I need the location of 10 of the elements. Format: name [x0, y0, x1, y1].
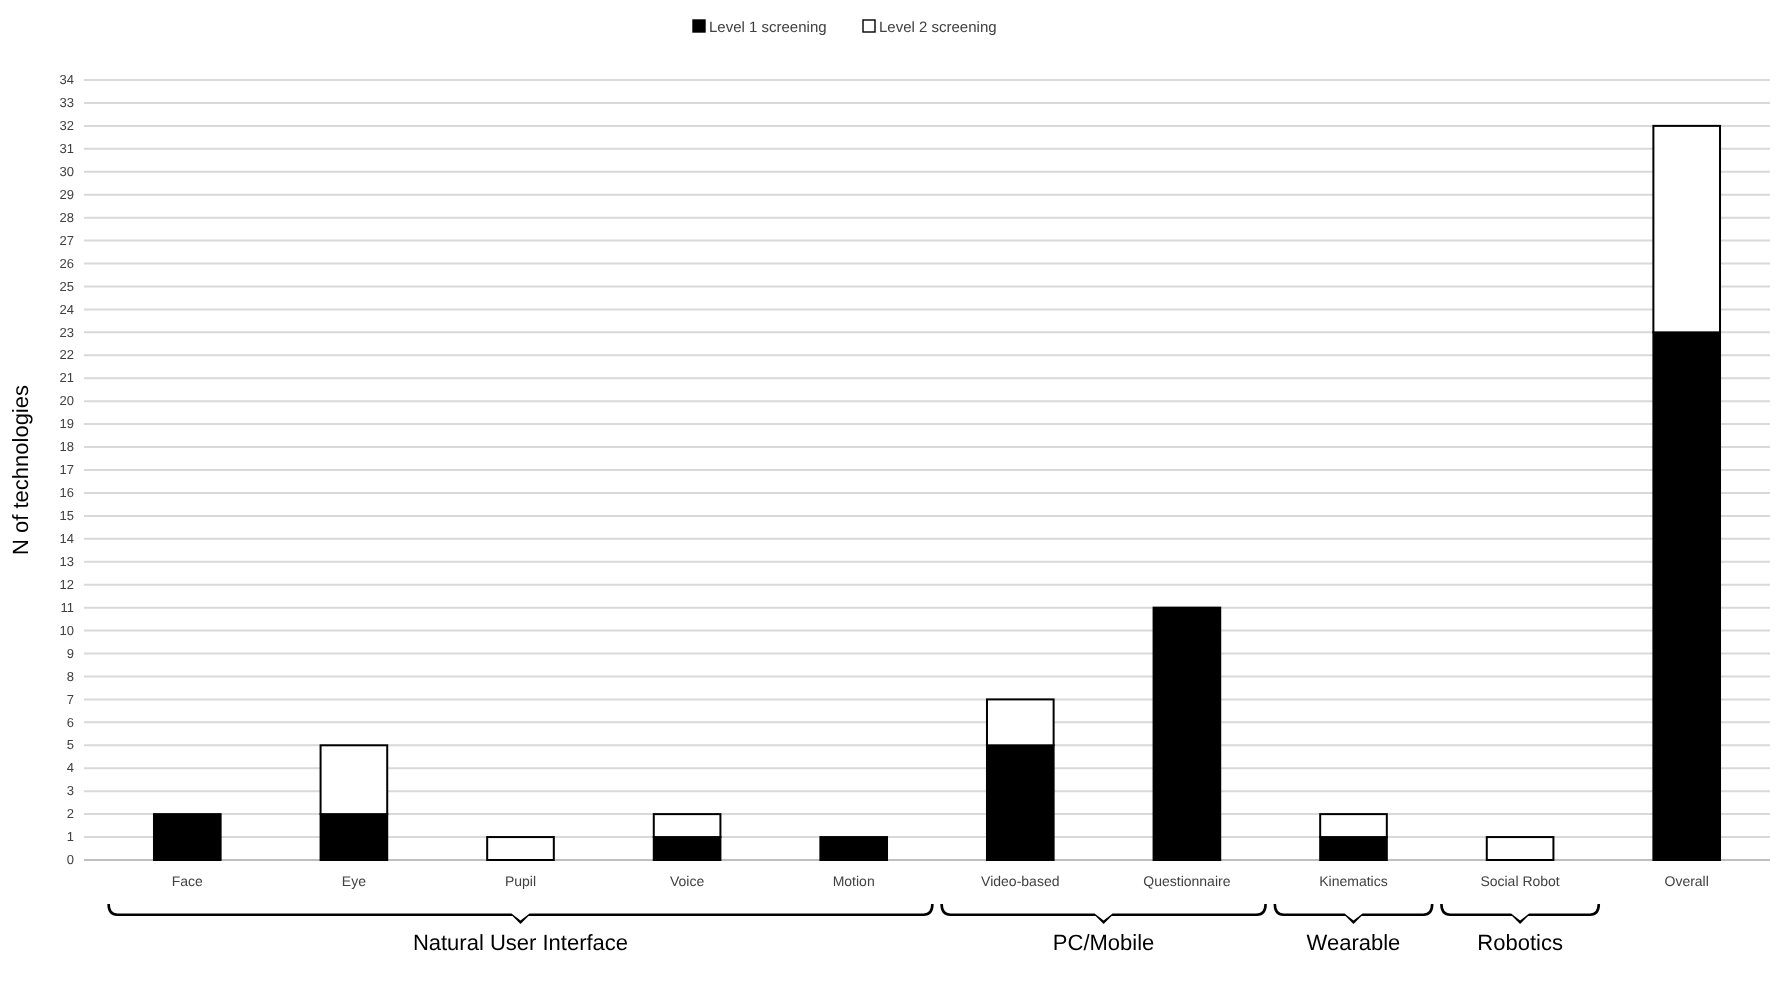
- y-axis-title: N of technologies: [10, 384, 34, 555]
- text: PC/Mobile: [1052, 932, 1155, 956]
- text: Wearable: [1306, 932, 1401, 956]
- bar: [819, 836, 889, 861]
- bar: [152, 813, 222, 861]
- bar: [1152, 606, 1222, 861]
- text: Robotics: [1477, 932, 1564, 956]
- text: Natural User Interface: [412, 932, 629, 956]
- bar: [486, 836, 555, 861]
- bar: [1485, 836, 1555, 861]
